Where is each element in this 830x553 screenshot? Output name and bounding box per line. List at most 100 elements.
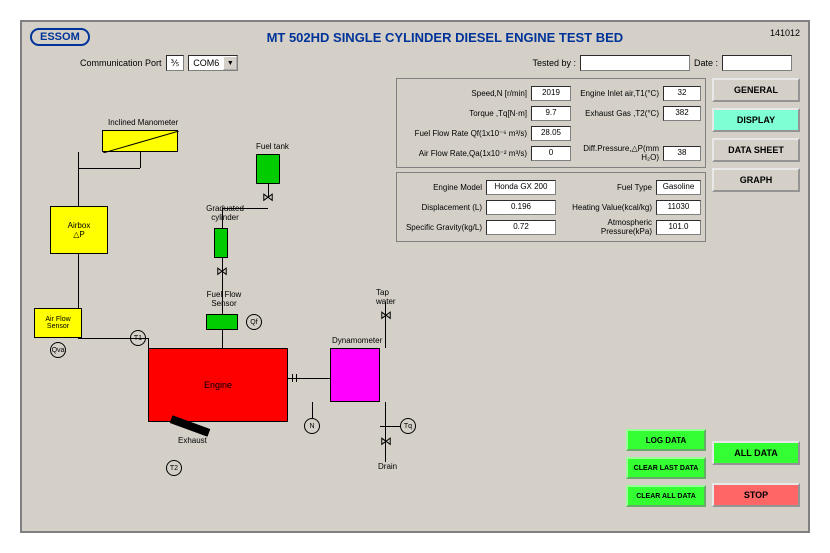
gradcyl-box: [214, 228, 228, 258]
line: [222, 208, 223, 228]
fuel-label: Fuel Type: [556, 183, 656, 192]
comm-port-dropdown[interactable]: COM6 ▼: [188, 55, 238, 71]
clearall-button[interactable]: CLEAR ALL DATA: [626, 485, 706, 507]
line: [78, 338, 148, 339]
airbox-box: Airbox △P: [50, 206, 108, 254]
valve-icon-3: ⋈: [380, 308, 392, 322]
exhaust-label: Exhaust: [178, 436, 207, 445]
torque-value: 9.7: [531, 106, 571, 121]
tested-by-input[interactable]: [580, 55, 690, 71]
n-circle: N: [304, 418, 320, 434]
inlet-value: 32: [663, 86, 701, 101]
model-value: Honda GX 200: [486, 180, 556, 195]
model-label: Engine Model: [401, 183, 486, 192]
line: [78, 168, 140, 169]
general-button[interactable]: GENERAL: [712, 78, 800, 102]
inclined-mano-label: Inclined Manometer: [108, 118, 178, 127]
airflowsensor-label: Air Flow Sensor: [35, 316, 81, 330]
line: [140, 152, 141, 168]
top-row: Communication Port ⅗ COM6 ▼ Tested by : …: [22, 52, 808, 74]
heat-value: 11030: [656, 200, 701, 215]
fuelflowsensor-label: Fuel Flow Sensor: [200, 290, 248, 308]
outer-frame: ESSOM MT 502HD SINGLE CYLINDER DIESEL EN…: [0, 0, 830, 553]
fuelflow-value: 28.05: [531, 126, 571, 141]
line: [385, 402, 386, 462]
data-buttons: LOG DATA CLEAR LAST DATA CLEAR ALL DATA: [626, 429, 706, 507]
engine-label: Engine: [204, 380, 232, 390]
speed-value: 2019: [531, 86, 571, 101]
schematic-diagram: Inclined Manometer Fuel tank Airbox △P G…: [30, 88, 390, 528]
clearlast-button[interactable]: CLEAR LAST DATA: [626, 457, 706, 479]
qva-circle: Qva: [50, 342, 66, 358]
line: [222, 330, 223, 348]
logo: ESSOM: [30, 28, 90, 46]
fueltank-box: [256, 154, 280, 184]
readout-panels: Speed,N [r/min] 2019 Engine Inlet air,T1…: [396, 78, 706, 246]
disp-value: 0.196: [486, 200, 556, 215]
t2-circle: T2: [166, 460, 182, 476]
engine-box: Engine: [148, 348, 288, 422]
line: [78, 152, 79, 206]
fueltank-label: Fuel tank: [256, 142, 289, 151]
dynamometer-label: Dynamometer: [332, 336, 382, 345]
stop-button[interactable]: STOP: [712, 483, 800, 507]
diffp-label: Diff.Pressure,△P(mm H₂O): [571, 144, 663, 162]
drain-label: Drain: [378, 462, 397, 471]
datasheet-button[interactable]: DATA SHEET: [712, 138, 800, 162]
qf-circle: Qf: [246, 314, 262, 330]
exhaust-label: Exhaust Gas ,T2(°C): [571, 109, 663, 118]
line: [380, 426, 400, 427]
inclined-mano-box: [102, 130, 178, 152]
date-input[interactable]: [722, 55, 792, 71]
line: [222, 258, 223, 314]
airbox-dp: △P: [73, 230, 85, 239]
bottom-right-buttons: ALL DATA STOP: [712, 441, 800, 507]
tested-by-label: Tested by :: [532, 58, 576, 68]
exhaust-value: 382: [663, 106, 701, 121]
display-button[interactable]: DISPLAY: [712, 108, 800, 132]
airbox-label: Airbox: [68, 221, 91, 230]
atm-label: Atmospheric Pressure(kPa): [556, 218, 656, 236]
diffp-value: 38: [663, 146, 701, 161]
graph-button[interactable]: GRAPH: [712, 168, 800, 192]
line: [296, 374, 297, 382]
valve-icon-4: ⋈: [380, 434, 392, 448]
dynamometer-box: [330, 348, 380, 402]
sg-label: Specific Gravity(kg/L): [401, 223, 486, 232]
date-label: Date :: [694, 58, 718, 68]
sidebar: GENERAL DISPLAY DATA SHEET GRAPH: [712, 78, 800, 192]
main-area: GENERAL DISPLAY DATA SHEET GRAPH ALL DAT…: [26, 78, 804, 527]
airflowsensor-box: Air Flow Sensor: [34, 308, 82, 338]
app-window: ESSOM MT 502HD SINGLE CYLINDER DIESEL EN…: [20, 20, 810, 533]
fuelflow-label: Fuel Flow Rate Qf(1x10⁻⁶ m³/s): [401, 129, 531, 138]
line: [268, 184, 269, 198]
page-title: MT 502HD SINGLE CYLINDER DIESEL ENGINE T…: [90, 30, 800, 45]
speed-label: Speed,N [r/min]: [401, 89, 531, 98]
line: [78, 254, 79, 308]
disp-label: Displacement (L): [401, 203, 486, 212]
airflow-value: 0: [531, 146, 571, 161]
tq-circle: Tq: [400, 418, 416, 434]
line: [292, 374, 293, 382]
dropdown-arrow-icon[interactable]: ▼: [223, 56, 237, 70]
line: [312, 402, 313, 418]
inlet-label: Engine Inlet air,T1(°C): [571, 89, 663, 98]
fuelflowsensor-box: [206, 314, 238, 330]
comm-icon-box: ⅗: [166, 55, 185, 71]
panel-engine-spec: Engine Model Honda GX 200 Fuel Type Gaso…: [396, 172, 706, 242]
line: [385, 302, 386, 348]
alldata-button[interactable]: ALL DATA: [712, 441, 800, 465]
sg-value: 0.72: [486, 220, 556, 235]
fuel-value: Gasoline: [656, 180, 701, 195]
heat-label: Heating Value(kcal/kg): [556, 203, 656, 212]
panel-measurements: Speed,N [r/min] 2019 Engine Inlet air,T1…: [396, 78, 706, 168]
logdata-button[interactable]: LOG DATA: [626, 429, 706, 451]
header: ESSOM MT 502HD SINGLE CYLINDER DIESEL EN…: [22, 22, 808, 52]
code-label: 141012: [770, 28, 800, 38]
comm-port-label: Communication Port: [80, 58, 162, 68]
gradcyl-label: Graduated cylinder: [200, 204, 250, 222]
torque-label: Torque ,Tq[N·m]: [401, 109, 531, 118]
line: [148, 338, 149, 348]
line: [222, 208, 268, 209]
comm-port-value: COM6: [189, 58, 223, 68]
